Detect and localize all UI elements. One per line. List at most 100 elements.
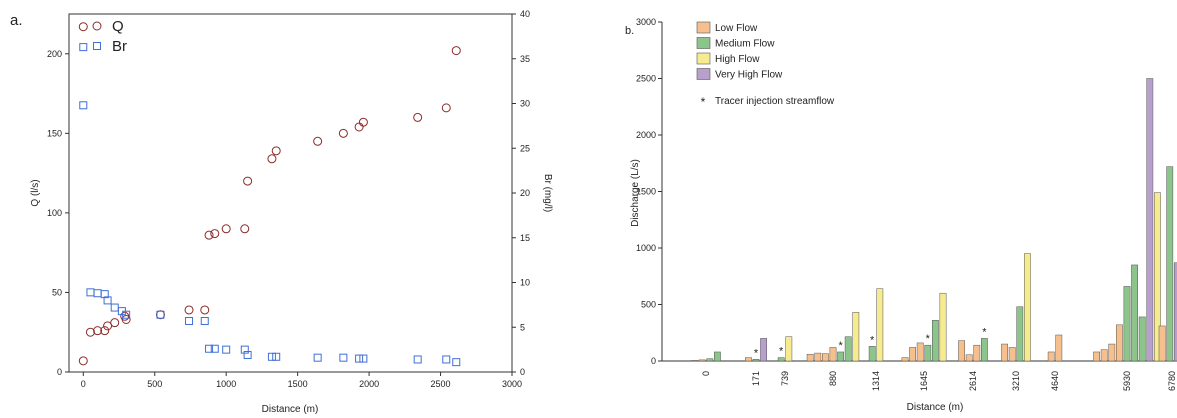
discharge-bar — [1146, 78, 1154, 362]
discharge-bar — [958, 340, 966, 362]
q-point — [413, 112, 423, 122]
legend-label: Medium Flow — [715, 39, 775, 50]
discharge-bar — [965, 354, 973, 362]
discharge-bar — [822, 353, 829, 362]
q-point — [313, 136, 323, 146]
discharge-bar — [760, 338, 768, 362]
discharge-bar — [1001, 343, 1009, 362]
q-point — [221, 224, 231, 234]
legend-tracer-label: Tracer injection streamflow — [715, 96, 835, 107]
discharge-bar — [924, 344, 932, 362]
discharge-bar — [691, 360, 699, 362]
panel-b-x-axis: 0 171 739 880 1314 1645 2614 3210 4640 5930 6780 — [701, 371, 1177, 391]
category-label: 4640 — [1050, 371, 1060, 391]
y2-tick-label: 40 — [520, 9, 530, 19]
panel-b-legend: Low Flow Medium Flow High Flow Very High Fl… — [696, 21, 835, 109]
q-point — [271, 146, 281, 156]
br-point — [339, 353, 348, 362]
legend-label: Low Flow — [715, 23, 758, 34]
discharge-bar — [916, 342, 924, 362]
legend-br-label: Br — [112, 38, 127, 55]
category-label: 1314 — [871, 371, 881, 391]
y-tick-label: 0 — [57, 367, 62, 377]
discharge-bar — [1154, 192, 1161, 362]
x-tick-label: 3000 — [502, 379, 522, 389]
discharge-bar — [1100, 349, 1108, 362]
y2-tick-label: 0 — [520, 367, 525, 377]
y-tick-label: 100 — [47, 208, 62, 218]
tracer-asterisk: * — [754, 347, 759, 359]
discharge-bar — [1016, 306, 1024, 362]
tracer-asterisk: * — [982, 326, 987, 338]
panel-b-y-axis: 0 500 1000 1500 2000 2500 3000 — [636, 17, 662, 366]
legend-q-marker — [92, 21, 102, 31]
br-point — [103, 296, 112, 305]
discharge-bar — [1138, 316, 1146, 362]
br-point — [205, 344, 214, 353]
y2-tick-label: 20 — [520, 188, 530, 198]
legend-q-label: Q — [112, 18, 124, 35]
discharge-bar — [1024, 253, 1031, 362]
q-point — [93, 326, 103, 336]
category-label: 3210 — [1011, 371, 1021, 391]
br-point — [267, 352, 276, 361]
category-label: 1645 — [919, 371, 929, 391]
discharge-bar — [806, 353, 814, 362]
panel-a-scatter-chart: a. 0 500 1000 1500 2000 2500 3000 050100150200… — [10, 9, 553, 415]
q-point — [100, 326, 110, 336]
discharge-bar — [932, 320, 939, 362]
br-point — [86, 288, 95, 297]
br-point — [79, 101, 88, 110]
tracer-asterisk: * — [926, 333, 931, 345]
y-tick-label: 150 — [47, 128, 62, 138]
discharge-bar — [1047, 351, 1055, 362]
br-point — [79, 43, 88, 52]
br-point — [240, 345, 249, 354]
q-point — [78, 356, 88, 366]
discharge-bar — [909, 347, 917, 362]
y2-tick-label: 15 — [520, 233, 530, 243]
y-tick-label: 2500 — [636, 74, 656, 84]
y2-tick-label: 30 — [520, 99, 530, 109]
tracer-asterisk: * — [779, 346, 784, 358]
discharge-bar — [901, 357, 909, 362]
panel-b-y-axis-label: Discharge (L/s) — [630, 159, 641, 227]
q-point — [121, 314, 131, 324]
legend-swatch — [696, 37, 711, 49]
panel-a-right-y-axis: 0 5 10 15 20 25 30 35 40 — [512, 9, 530, 377]
br-point — [313, 353, 322, 362]
discharge-bar — [973, 344, 981, 362]
discharge-bar — [1108, 343, 1116, 362]
discharge-bar — [868, 346, 876, 362]
discharge-bar — [981, 338, 988, 362]
q-point — [441, 103, 451, 113]
discharge-bar — [1055, 334, 1063, 362]
y-tick-label: 2000 — [636, 130, 656, 140]
x-tick-label: 500 — [147, 379, 162, 389]
category-label: 880 — [828, 371, 838, 386]
discharge-bar — [1093, 351, 1100, 362]
discharge-bar — [785, 336, 793, 362]
panel-a-left-y-axis-label: Q (l/s) — [30, 179, 41, 206]
legend-label: Very High Flow — [715, 70, 783, 81]
q-point — [200, 305, 210, 315]
br-point — [413, 355, 422, 364]
legend-br-marker — [93, 42, 101, 50]
panel-b-x-axis-label: Distance (m) — [907, 402, 964, 413]
y2-tick-label: 10 — [520, 278, 530, 288]
discharge-bar — [1131, 264, 1138, 362]
q-point — [451, 46, 461, 56]
panel-a-plot-frame — [68, 13, 513, 373]
br-point — [243, 350, 252, 359]
q-point — [78, 22, 88, 32]
q-point — [243, 176, 253, 186]
br-point — [452, 358, 461, 367]
discharge-bar — [1173, 262, 1177, 362]
q-point — [85, 327, 95, 337]
y-tick-label: 0 — [651, 356, 656, 366]
discharge-bar — [829, 347, 837, 362]
br-point — [222, 345, 231, 354]
br-point — [359, 354, 368, 363]
panel-a-left-y-axis: 0 50 100 150 200 — [47, 49, 69, 377]
